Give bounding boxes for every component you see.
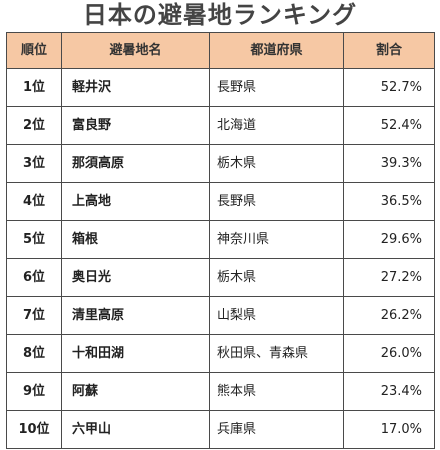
prefecture-cell: 長野県 bbox=[209, 182, 344, 221]
prefecture-cell: 熊本県 bbox=[209, 372, 344, 411]
percentage-cell: 36.5% bbox=[343, 182, 435, 221]
prefecture-cell: 栃木県 bbox=[209, 144, 344, 183]
table-row: 7位 清里高原 山梨県 26.2% bbox=[6, 296, 435, 335]
place-cell: 富良野 bbox=[61, 106, 210, 145]
place-cell: 那須高原 bbox=[61, 144, 210, 183]
place-cell: 十和田湖 bbox=[61, 334, 210, 373]
table-row: 10位 六甲山 兵庫県 17.0% bbox=[6, 410, 435, 449]
table-row: 4位 上高地 長野県 36.5% bbox=[6, 182, 435, 221]
place-cell: 箱根 bbox=[61, 220, 210, 259]
table-header-row: 順位 避暑地名 都道府県 割合 bbox=[6, 32, 435, 69]
rank-cell: 7位 bbox=[6, 296, 62, 335]
header-prefecture: 都道府県 bbox=[209, 32, 344, 69]
place-cell: 軽井沢 bbox=[61, 68, 210, 107]
place-cell: 奥日光 bbox=[61, 258, 210, 297]
percentage-cell: 29.6% bbox=[343, 220, 435, 259]
rank-cell: 1位 bbox=[6, 68, 62, 107]
percentage-cell: 52.7% bbox=[343, 68, 435, 107]
prefecture-cell: 長野県 bbox=[209, 68, 344, 107]
percentage-cell: 52.4% bbox=[343, 106, 435, 145]
header-rank: 順位 bbox=[6, 32, 62, 69]
percentage-cell: 27.2% bbox=[343, 258, 435, 297]
percentage-cell: 23.4% bbox=[343, 372, 435, 411]
rank-cell: 5位 bbox=[6, 220, 62, 259]
rank-cell: 6位 bbox=[6, 258, 62, 297]
rank-cell: 8位 bbox=[6, 334, 62, 373]
header-percentage: 割合 bbox=[343, 32, 435, 69]
place-cell: 阿蘇 bbox=[61, 372, 210, 411]
prefecture-cell: 栃木県 bbox=[209, 258, 344, 297]
rank-cell: 4位 bbox=[6, 182, 62, 221]
prefecture-cell: 北海道 bbox=[209, 106, 344, 145]
table-row: 1位 軽井沢 長野県 52.7% bbox=[6, 68, 435, 107]
prefecture-cell: 神奈川県 bbox=[209, 220, 344, 259]
percentage-cell: 26.0% bbox=[343, 334, 435, 373]
table-row: 5位 箱根 神奈川県 29.6% bbox=[6, 220, 435, 259]
table-row: 9位 阿蘇 熊本県 23.4% bbox=[6, 372, 435, 411]
percentage-cell: 17.0% bbox=[343, 410, 435, 449]
ranking-table: 順位 避暑地名 都道府県 割合 1位 軽井沢 長野県 52.7% 2位 富良野 … bbox=[6, 32, 435, 449]
rank-cell: 3位 bbox=[6, 144, 62, 183]
rank-cell: 10位 bbox=[6, 410, 62, 449]
page-title: 日本の避暑地ランキング bbox=[82, 1, 358, 29]
table-row: 6位 奥日光 栃木県 27.2% bbox=[6, 258, 435, 297]
table-row: 3位 那須高原 栃木県 39.3% bbox=[6, 144, 435, 183]
percentage-cell: 26.2% bbox=[343, 296, 435, 335]
rank-cell: 9位 bbox=[6, 372, 62, 411]
rank-cell: 2位 bbox=[6, 106, 62, 145]
place-cell: 六甲山 bbox=[61, 410, 210, 449]
table-row: 2位 富良野 北海道 52.4% bbox=[6, 106, 435, 145]
table-row: 8位 十和田湖 秋田県、青森県 26.0% bbox=[6, 334, 435, 373]
prefecture-cell: 秋田県、青森県 bbox=[209, 334, 344, 373]
percentage-cell: 39.3% bbox=[343, 144, 435, 183]
place-cell: 清里高原 bbox=[61, 296, 210, 335]
prefecture-cell: 兵庫県 bbox=[209, 410, 344, 449]
prefecture-cell: 山梨県 bbox=[209, 296, 344, 335]
place-cell: 上高地 bbox=[61, 182, 210, 221]
header-place: 避暑地名 bbox=[61, 32, 210, 69]
